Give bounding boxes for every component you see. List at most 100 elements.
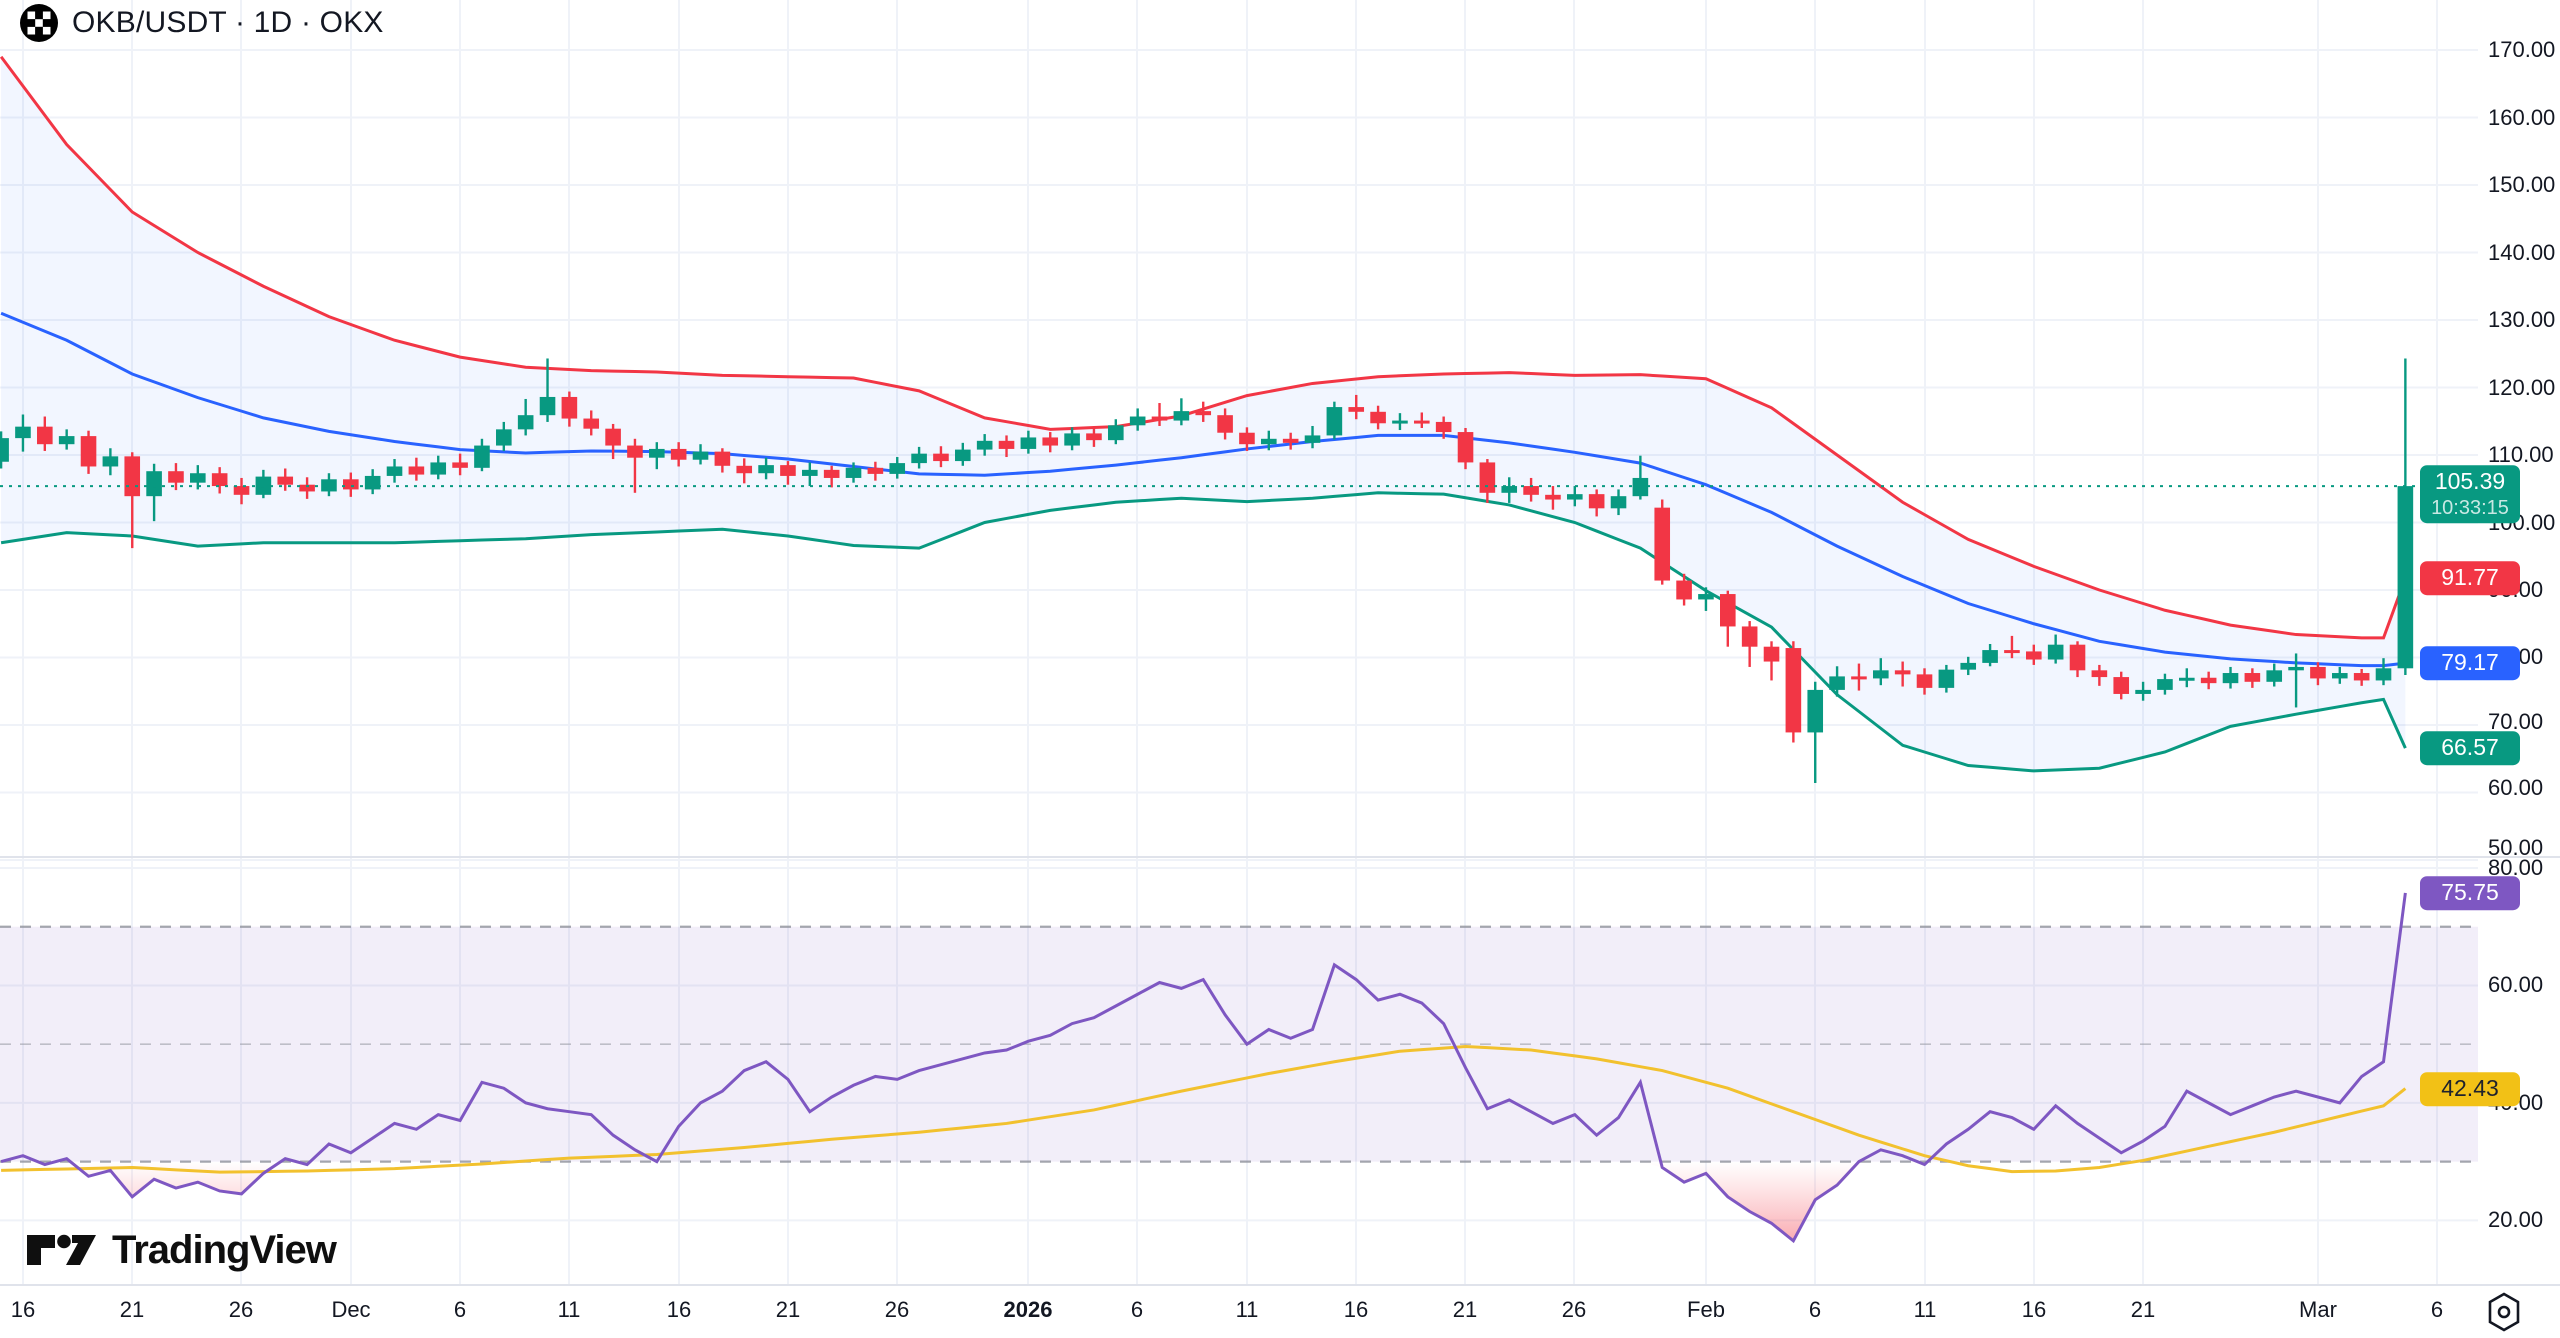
candle xyxy=(933,453,949,462)
time-axis-label: 6 xyxy=(453,1297,467,1322)
candle xyxy=(670,448,687,460)
candle xyxy=(998,440,1015,449)
candle xyxy=(605,428,621,446)
time-scale[interactable]: 16 21 26 Dec 6 11 16 21 26 2026 6 11 16 21 26 Feb 6 11 16 2… xyxy=(0,1285,2448,1338)
candle xyxy=(2004,650,2020,654)
candle xyxy=(2113,677,2130,694)
candle xyxy=(2397,486,2414,669)
candle xyxy=(102,456,119,467)
candle xyxy=(627,445,643,458)
candle xyxy=(2244,673,2261,682)
candle xyxy=(1501,486,1518,493)
time-axis-label: 16 xyxy=(2021,1297,2047,1322)
candle xyxy=(1851,676,1867,680)
candle xyxy=(1588,494,1605,509)
candle xyxy=(1086,433,1102,441)
candle xyxy=(1741,626,1758,647)
candle xyxy=(517,415,534,430)
candle xyxy=(1829,676,1845,690)
candle xyxy=(1282,438,1299,443)
candle xyxy=(1763,646,1780,662)
candle xyxy=(2179,677,2195,681)
candle xyxy=(2310,666,2326,679)
candle xyxy=(955,449,971,462)
candle xyxy=(321,479,337,492)
candle xyxy=(736,465,753,474)
candle xyxy=(976,440,993,450)
candle xyxy=(2222,673,2239,684)
bollinger-lower-line xyxy=(0,491,2407,773)
candle xyxy=(2288,666,2304,671)
candle xyxy=(780,465,796,476)
candle xyxy=(802,469,818,476)
candle xyxy=(2091,670,2108,678)
time-axis-label: 26 xyxy=(228,1297,254,1322)
candle xyxy=(1217,415,1233,433)
candle xyxy=(58,436,75,445)
candle xyxy=(561,396,578,419)
candle xyxy=(474,445,490,468)
candle xyxy=(299,484,315,492)
candle xyxy=(233,486,250,495)
candles-layer[interactable] xyxy=(0,358,2414,784)
time-axis-label: 16 xyxy=(1343,1297,1369,1322)
candle xyxy=(1567,494,1583,500)
time-axis-label: 16 xyxy=(10,1297,36,1322)
rsi-oversold-fill xyxy=(1,1161,2406,1241)
candle xyxy=(80,436,97,467)
candle xyxy=(1173,411,1190,421)
candle xyxy=(386,466,403,476)
candle xyxy=(1807,689,1824,733)
tradingview-wordmark: TradingView xyxy=(112,1228,337,1272)
candle xyxy=(430,462,447,475)
candle xyxy=(1326,407,1343,436)
candle xyxy=(1545,494,1561,500)
grid xyxy=(0,0,2478,1285)
candle xyxy=(2200,677,2217,684)
candle xyxy=(1435,421,1452,433)
candle xyxy=(1785,648,1802,733)
bollinger-basis-line xyxy=(0,311,2406,668)
candle xyxy=(758,465,774,474)
okx-logo-icon xyxy=(20,4,58,42)
candle xyxy=(1020,437,1037,449)
candle xyxy=(452,462,468,468)
candle xyxy=(1479,462,1496,493)
time-axis-label: 6 xyxy=(1808,1297,1822,1322)
candle xyxy=(2353,673,2370,681)
candle xyxy=(1960,662,1977,670)
candle xyxy=(15,426,31,439)
candle xyxy=(1916,674,1933,688)
tradingview-logo[interactable]: TradingView xyxy=(26,1228,337,1273)
candle xyxy=(1457,432,1474,463)
symbol-legend[interactable]: OKB/USDT · 1D · OKX xyxy=(18,2,384,44)
candle xyxy=(168,471,184,483)
candle xyxy=(1370,411,1386,424)
price-pane xyxy=(0,55,2478,784)
candle xyxy=(1720,594,1736,627)
candle xyxy=(146,471,162,497)
candle xyxy=(583,418,600,429)
candle xyxy=(845,467,862,478)
time-axis-label: 11 xyxy=(557,1297,581,1322)
candle xyxy=(1195,411,1212,416)
time-axis-label: Dec xyxy=(331,1297,371,1322)
candle xyxy=(364,475,381,490)
candle xyxy=(1151,416,1168,421)
candle xyxy=(1108,425,1124,441)
candle xyxy=(2069,644,2086,671)
candle xyxy=(539,396,556,416)
candle xyxy=(0,438,9,462)
candle xyxy=(1414,420,1430,424)
time-axis-label: 26 xyxy=(1561,1297,1587,1322)
candle xyxy=(2047,644,2064,660)
time-axis-label: Mar xyxy=(2299,1297,2337,1322)
time-axis-label: 26 xyxy=(884,1297,910,1322)
hexagon-settings-icon[interactable] xyxy=(2482,1292,2526,1332)
time-axis-label: 16 xyxy=(666,1297,692,1322)
candle xyxy=(1304,435,1321,443)
candle xyxy=(1239,432,1255,445)
candle xyxy=(1938,669,1955,688)
